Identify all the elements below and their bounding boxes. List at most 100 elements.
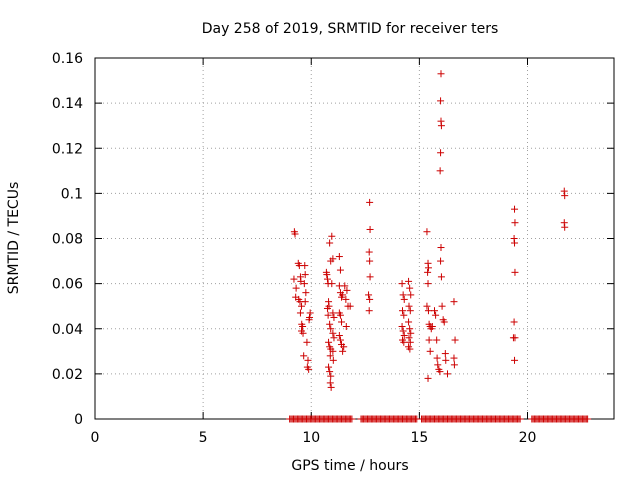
data-point [405,302,413,310]
data-point [299,322,307,330]
data-point [423,302,431,310]
data-point [330,334,338,342]
data-point [405,318,413,326]
data-point [365,248,373,256]
data-point [399,327,407,335]
data-point [443,370,451,378]
data-point [437,97,445,105]
data-point [398,280,406,288]
y-tick-label: 0.02 [52,367,83,383]
data-point [339,347,347,355]
x-tick-label: 15 [410,430,428,446]
data-point [301,271,309,279]
data-point [511,268,519,276]
data-point [561,223,569,231]
data-point [437,122,445,130]
y-tick-labels: 0 0.02 0.04 0.06 0.08 0.1 0.12 0.14 0.16 [52,51,83,428]
data-point [338,318,346,326]
y-axis-label: SRMTID / TECUs [6,182,22,295]
x-tick-label: 5 [199,430,208,446]
data-point [437,257,445,265]
data-point [399,307,407,315]
zero-data-point [348,415,356,423]
data-point [306,309,314,317]
data-point [342,322,350,330]
data-point [292,284,300,292]
data-point [425,336,433,344]
data-point [346,302,354,310]
data-point [405,277,413,285]
data-point [437,70,445,78]
data-point [296,309,304,317]
data-point [450,298,458,306]
zero-data-point [584,415,592,423]
x-tick-label: 20 [519,430,537,446]
x-tick-label: 10 [302,430,320,446]
data-point [327,372,335,380]
data-point [301,298,309,306]
y-tick-label: 0.06 [52,277,83,293]
data-point [336,336,344,344]
grid-lines [95,58,614,419]
data-point [366,198,374,206]
data-point [326,320,334,328]
data-point [327,325,335,333]
data-point [328,280,336,288]
data-point [407,329,415,337]
data-point [428,322,436,330]
y-tick-label: 0.16 [52,51,83,67]
data-point [398,322,406,330]
data-point [406,345,414,353]
data-point [323,304,331,312]
data-point [400,311,408,319]
data-point [336,266,344,274]
data-point [399,291,407,299]
plot-frame [94,57,615,420]
data-point [343,286,351,294]
data-point [406,307,414,315]
data-point [303,338,311,346]
y-tick-label: 0.12 [52,141,83,157]
data-point [336,311,344,319]
data-point [302,289,310,297]
data-point [441,350,449,358]
data-point [328,232,336,240]
data-point [400,295,408,303]
data-point [323,275,331,283]
data-point [511,219,519,227]
data-point [424,264,432,272]
data-point [329,356,337,364]
axis-ticks [94,57,614,420]
data-point [433,354,441,362]
data-point [300,280,308,288]
data-point [327,345,335,353]
data-point [406,284,414,292]
data-point [301,262,309,270]
data-point [325,338,333,346]
x-tick-labels: 0 5 10 15 20 [91,430,537,446]
data-point [366,273,374,281]
y-tick-label: 0.08 [52,232,83,248]
data-point [406,325,414,333]
data-point [305,365,313,373]
data-point [335,253,343,261]
data-point [299,329,307,337]
data-point [329,255,337,263]
data-point [326,368,334,376]
data-point [424,268,432,276]
data-point [329,309,337,317]
data-points [286,70,592,423]
y-tick-label: 0.1 [61,186,83,202]
data-point [325,363,333,371]
data-point [423,228,431,236]
data-point [442,356,450,364]
data-point [306,313,314,321]
data-point [424,280,432,288]
data-point [365,307,373,315]
data-point [405,334,413,342]
data-point [451,336,459,344]
data-point [436,368,444,376]
data-point [440,318,448,326]
data-point [424,307,432,315]
